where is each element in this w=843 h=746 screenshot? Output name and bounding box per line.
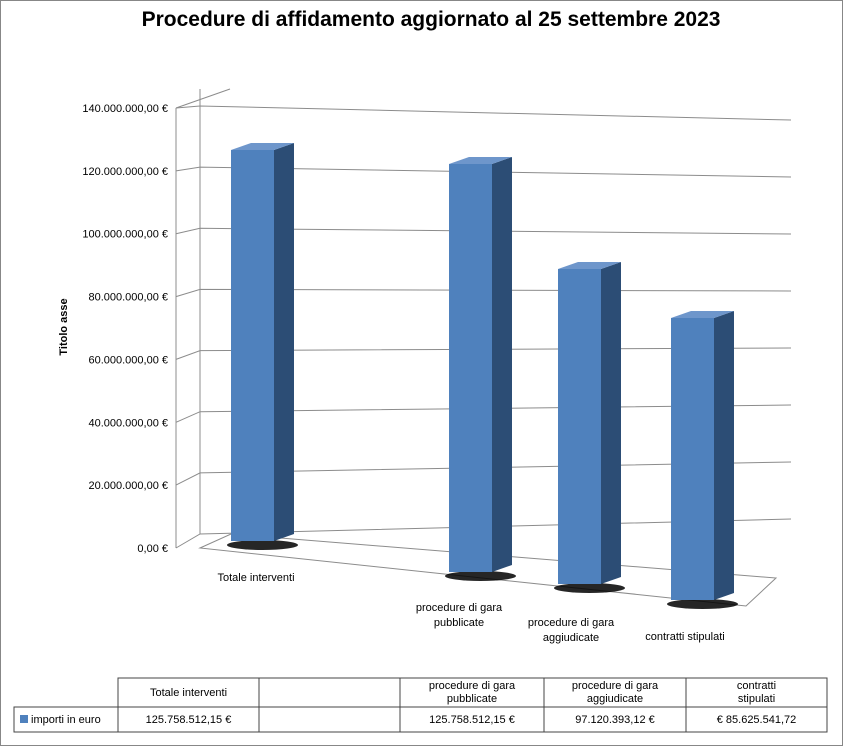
y-tick-label: 100.000.000,00 € bbox=[82, 229, 168, 241]
table-header-cell: stipulati bbox=[738, 693, 775, 705]
x-tick-label: procedure di gara bbox=[416, 602, 503, 614]
table-value-cell: 125.758.512,15 € bbox=[146, 714, 232, 726]
table-header-cell: aggiudicate bbox=[587, 693, 643, 705]
bar-front bbox=[558, 269, 601, 584]
y-axis-title: Titolo asse bbox=[58, 298, 70, 355]
y-tick-label: 140.000.000,00 € bbox=[82, 103, 168, 115]
y-tick-label: 60.000.000,00 € bbox=[88, 354, 168, 366]
table-value-cell: € 85.625.541,72 bbox=[717, 714, 797, 726]
bar-top bbox=[558, 262, 621, 269]
y-tick-label: 0,00 € bbox=[137, 543, 168, 555]
y-axis-ticks: 0,00 € 20.000.000,00 € 40.000.000,00 € 60.0… bbox=[82, 103, 168, 555]
legend-swatch bbox=[20, 715, 28, 723]
table-value-cell: 125.758.512,15 € bbox=[429, 714, 515, 726]
x-axis-labels: Totale interventi procedure di gara pubbli… bbox=[217, 572, 724, 644]
bar-shadow bbox=[445, 571, 516, 581]
bar-side bbox=[601, 262, 621, 584]
table-header-cell: Totale interventi bbox=[150, 687, 227, 699]
table-header-cell: procedure di gara bbox=[429, 680, 516, 692]
x-tick-label: contratti stipulati bbox=[645, 631, 724, 643]
bar-shadow bbox=[227, 540, 298, 550]
x-tick-label: Totale interventi bbox=[217, 572, 294, 584]
gridline bbox=[175, 105, 792, 121]
y-tick-label: 20.000.000,00 € bbox=[88, 480, 168, 492]
chart-title: Procedure di affidamento aggiornato al 2… bbox=[142, 8, 721, 31]
legend-series-name: importi in euro bbox=[31, 714, 101, 726]
x-tick-label: procedure di gara bbox=[528, 617, 615, 629]
table-value-cell: 97.120.393,12 € bbox=[575, 714, 655, 726]
bar bbox=[667, 311, 738, 609]
bar bbox=[445, 157, 516, 581]
y-tick-label: 80.000.000,00 € bbox=[88, 292, 168, 304]
y-tick-label: 40.000.000,00 € bbox=[88, 417, 168, 429]
bar-top bbox=[231, 143, 294, 150]
bar-shadow bbox=[667, 599, 738, 609]
wall-top-edge bbox=[175, 88, 231, 109]
bar-shadow bbox=[554, 583, 625, 593]
gridlines bbox=[175, 88, 792, 607]
table-header-cell: procedure di gara bbox=[572, 680, 659, 692]
x-tick-label: pubblicate bbox=[434, 617, 484, 629]
bar bbox=[227, 143, 298, 550]
table-header-cell: contratti bbox=[737, 680, 776, 692]
bar-side bbox=[492, 157, 512, 572]
bars bbox=[227, 143, 738, 609]
bar bbox=[554, 262, 625, 593]
bar-front bbox=[671, 318, 714, 600]
y-tick-label: 120.000.000,00 € bbox=[82, 166, 168, 178]
bar-front bbox=[231, 150, 274, 541]
table-header-cell: pubblicate bbox=[447, 693, 497, 705]
x-tick-label: aggiudicate bbox=[543, 632, 599, 644]
bar-side bbox=[274, 143, 294, 541]
bar-front bbox=[449, 164, 492, 572]
bar-side bbox=[714, 311, 734, 600]
bar-top bbox=[671, 311, 734, 318]
bar-top bbox=[449, 157, 512, 164]
table-value-row bbox=[13, 706, 828, 733]
